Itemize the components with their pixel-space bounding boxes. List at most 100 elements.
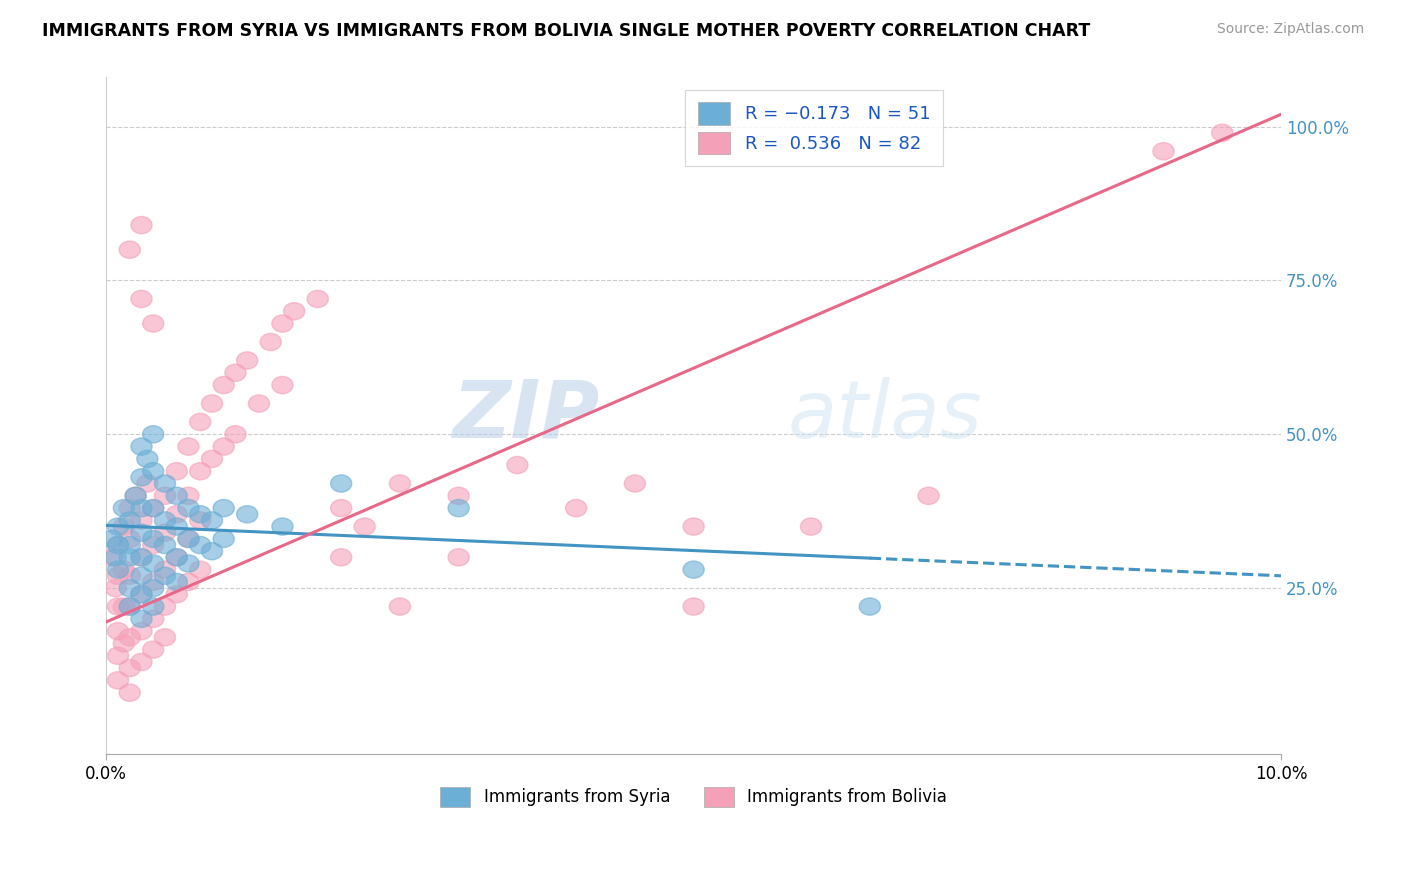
Ellipse shape	[101, 549, 122, 566]
Ellipse shape	[131, 290, 152, 308]
Ellipse shape	[330, 500, 352, 516]
Ellipse shape	[142, 425, 163, 443]
Ellipse shape	[179, 555, 200, 572]
Ellipse shape	[131, 549, 152, 566]
Ellipse shape	[101, 530, 122, 548]
Ellipse shape	[1212, 124, 1233, 142]
Ellipse shape	[120, 512, 141, 529]
Ellipse shape	[142, 500, 163, 516]
Ellipse shape	[155, 561, 176, 578]
Ellipse shape	[107, 567, 128, 584]
Ellipse shape	[125, 487, 146, 504]
Ellipse shape	[120, 536, 141, 554]
Ellipse shape	[142, 598, 163, 615]
Ellipse shape	[142, 580, 163, 597]
Ellipse shape	[155, 524, 176, 541]
Ellipse shape	[683, 598, 704, 615]
Ellipse shape	[190, 512, 211, 529]
Ellipse shape	[166, 549, 187, 566]
Ellipse shape	[307, 290, 328, 308]
Ellipse shape	[107, 648, 128, 665]
Ellipse shape	[506, 457, 529, 474]
Text: ZIP: ZIP	[453, 376, 599, 455]
Ellipse shape	[131, 653, 152, 671]
Ellipse shape	[120, 567, 141, 584]
Ellipse shape	[155, 536, 176, 554]
Text: IMMIGRANTS FROM SYRIA VS IMMIGRANTS FROM BOLIVIA SINGLE MOTHER POVERTY CORRELATI: IMMIGRANTS FROM SYRIA VS IMMIGRANTS FROM…	[42, 22, 1091, 40]
Ellipse shape	[389, 475, 411, 492]
Ellipse shape	[918, 487, 939, 504]
Ellipse shape	[190, 561, 211, 578]
Ellipse shape	[131, 512, 152, 529]
Ellipse shape	[131, 549, 152, 566]
Ellipse shape	[166, 586, 187, 603]
Ellipse shape	[105, 549, 127, 566]
Ellipse shape	[201, 542, 222, 560]
Ellipse shape	[683, 561, 704, 578]
Ellipse shape	[166, 574, 187, 591]
Ellipse shape	[389, 598, 411, 615]
Ellipse shape	[120, 629, 141, 646]
Ellipse shape	[120, 580, 141, 597]
Ellipse shape	[155, 512, 176, 529]
Ellipse shape	[330, 475, 352, 492]
Ellipse shape	[120, 659, 141, 677]
Ellipse shape	[155, 567, 176, 584]
Ellipse shape	[214, 376, 235, 393]
Ellipse shape	[260, 334, 281, 351]
Ellipse shape	[107, 672, 128, 689]
Ellipse shape	[624, 475, 645, 492]
Ellipse shape	[214, 500, 235, 516]
Ellipse shape	[142, 641, 163, 658]
Ellipse shape	[142, 315, 163, 332]
Ellipse shape	[214, 530, 235, 548]
Ellipse shape	[105, 580, 127, 597]
Ellipse shape	[142, 610, 163, 627]
Ellipse shape	[166, 487, 187, 504]
Ellipse shape	[190, 463, 211, 480]
Ellipse shape	[284, 302, 305, 320]
Ellipse shape	[131, 500, 152, 516]
Ellipse shape	[120, 549, 141, 566]
Ellipse shape	[155, 475, 176, 492]
Ellipse shape	[190, 506, 211, 523]
Ellipse shape	[179, 487, 200, 504]
Ellipse shape	[166, 549, 187, 566]
Ellipse shape	[800, 518, 821, 535]
Ellipse shape	[225, 425, 246, 443]
Ellipse shape	[107, 561, 128, 578]
Ellipse shape	[136, 475, 157, 492]
Ellipse shape	[136, 450, 157, 467]
Ellipse shape	[114, 635, 135, 652]
Ellipse shape	[142, 536, 163, 554]
Ellipse shape	[142, 530, 163, 548]
Ellipse shape	[107, 518, 128, 535]
Ellipse shape	[179, 574, 200, 591]
Ellipse shape	[114, 518, 135, 535]
Ellipse shape	[565, 500, 586, 516]
Ellipse shape	[120, 500, 141, 516]
Ellipse shape	[179, 438, 200, 455]
Legend: Immigrants from Syria, Immigrants from Bolivia: Immigrants from Syria, Immigrants from B…	[433, 780, 953, 814]
Ellipse shape	[190, 413, 211, 431]
Ellipse shape	[107, 536, 128, 554]
Ellipse shape	[201, 450, 222, 467]
Ellipse shape	[131, 586, 152, 603]
Ellipse shape	[142, 463, 163, 480]
Ellipse shape	[166, 463, 187, 480]
Ellipse shape	[330, 549, 352, 566]
Ellipse shape	[449, 500, 470, 516]
Ellipse shape	[271, 518, 292, 535]
Ellipse shape	[142, 500, 163, 516]
Ellipse shape	[249, 395, 270, 412]
Ellipse shape	[683, 518, 704, 535]
Text: atlas: atlas	[787, 376, 983, 455]
Ellipse shape	[859, 598, 880, 615]
Ellipse shape	[114, 598, 135, 615]
Ellipse shape	[214, 438, 235, 455]
Ellipse shape	[131, 610, 152, 627]
Ellipse shape	[449, 549, 470, 566]
Ellipse shape	[131, 623, 152, 640]
Ellipse shape	[166, 506, 187, 523]
Ellipse shape	[120, 598, 141, 615]
